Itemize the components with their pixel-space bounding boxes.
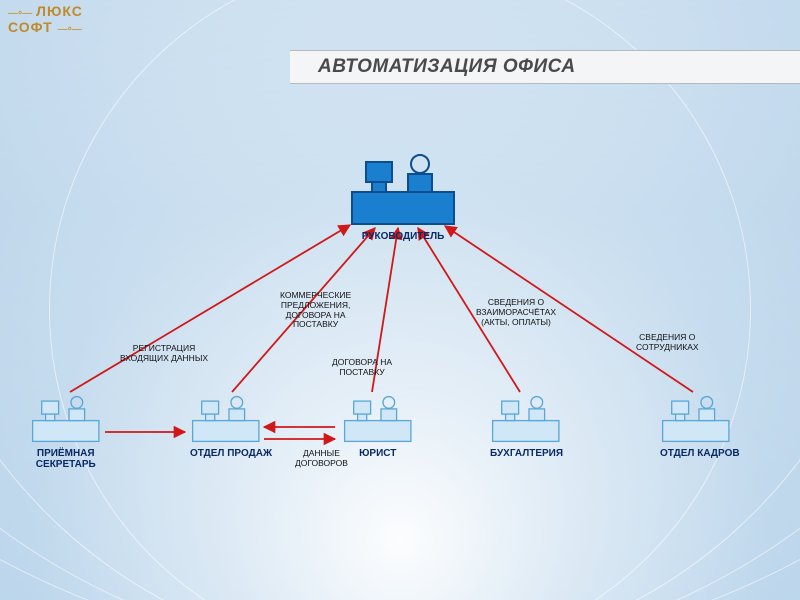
- diagram-canvas: —∘— ЛЮКС СОФТ —∘— АВТОМАТИЗАЦИЯ ОФИСА РУ…: [0, 0, 800, 600]
- edge-annotation: ДАННЫЕДОГОВОРОВ: [295, 449, 348, 469]
- workstation-boss: РУКОВОДИТЕЛЬ: [348, 148, 458, 243]
- workstation-lawyer: ЮРИСТ: [342, 392, 414, 459]
- workstation-label: ЮРИСТ: [342, 448, 414, 460]
- workstation-label: РУКОВОДИТЕЛЬ: [348, 231, 458, 243]
- workstation-label: ПРИЁМНАЯСЕКРЕТАРЬ: [30, 448, 102, 471]
- title-bar: АВТОМАТИЗАЦИЯ ОФИСА: [290, 50, 800, 84]
- workstation-label: ОТДЕЛ КАДРОВ: [660, 448, 740, 460]
- workstation-hr: ОТДЕЛ КАДРОВ: [660, 392, 740, 459]
- workstation-acct: БУХГАЛТЕРИЯ: [490, 392, 563, 459]
- logo-line2: СОФТ: [8, 19, 53, 35]
- arrows-layer: [0, 0, 800, 600]
- edge-annotation: КОММЕРЧЕСКИЕПРЕДЛОЖЕНИЯ,ДОГОВОРА НАПОСТА…: [280, 291, 351, 330]
- brand-logo: —∘— ЛЮКС СОФТ —∘—: [8, 4, 83, 35]
- edge-annotation: ДОГОВОРА НАПОСТАВКУ: [332, 358, 392, 378]
- edge-annotation: СВЕДЕНИЯ ОВЗАИМОРАСЧЁТАХ(АКТЫ, ОПЛАТЫ): [476, 298, 556, 327]
- logo-line1: ЛЮКС: [36, 3, 83, 19]
- workstation-recep: ПРИЁМНАЯСЕКРЕТАРЬ: [30, 392, 102, 471]
- edge-annotation: РЕГИСТРАЦИЯВХОДЯЩИХ ДАННЫХ: [120, 344, 208, 364]
- page-title: АВТОМАТИЗАЦИЯ ОФИСА: [318, 56, 576, 78]
- workstation-label: ОТДЕЛ ПРОДАЖ: [190, 448, 272, 460]
- edge-annotation: СВЕДЕНИЯ ОСОТРУДНИКАХ: [636, 333, 699, 353]
- workstation-sales: ОТДЕЛ ПРОДАЖ: [190, 392, 272, 459]
- workstation-label: БУХГАЛТЕРИЯ: [490, 448, 563, 460]
